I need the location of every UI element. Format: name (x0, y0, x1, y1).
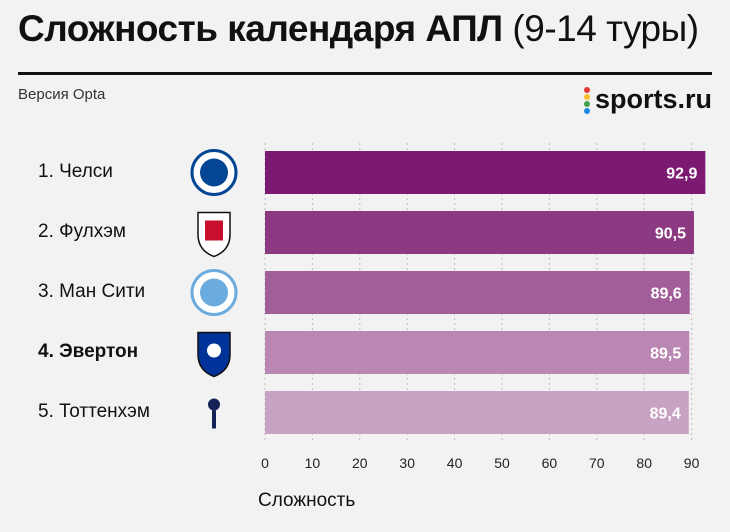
category-label: 5. Тоттенхэм (38, 401, 150, 422)
title-divider (18, 72, 712, 75)
category-label: 4. Эвертон (38, 341, 139, 362)
title-range: (9-14 туры) (512, 8, 699, 49)
x-tick-label: 80 (636, 455, 652, 471)
brand-dot (583, 107, 590, 114)
bar (265, 331, 690, 374)
bar (265, 271, 690, 314)
category-label: 1. Челси (38, 161, 113, 182)
x-tick-label: 0 (261, 455, 269, 471)
brand-dot (583, 100, 590, 107)
page-title: Сложность календаря АПЛ (9-14 туры) (18, 8, 699, 50)
everton-crest-detail (207, 343, 221, 358)
brand-dots-icon (582, 85, 592, 115)
brand-name: sports.ru (594, 84, 712, 114)
x-tick-label: 50 (494, 455, 510, 471)
brand-dot (583, 93, 590, 100)
title-main: Сложность календаря АПЛ (18, 8, 503, 49)
bar (265, 151, 706, 194)
x-tick-label: 10 (305, 455, 321, 471)
fulham-crest-detail (205, 220, 223, 241)
brand-logo: sports.ru (582, 84, 712, 115)
crest-inner (200, 278, 228, 307)
bar (265, 391, 689, 434)
crest-inner (200, 158, 228, 187)
bar (265, 211, 694, 254)
brand-dot (583, 86, 590, 93)
bar-value-label: 89,6 (651, 286, 682, 303)
subtitle: Версия Opta (18, 86, 106, 103)
category-label: 2. Фулхэм (38, 221, 126, 242)
x-tick-label: 90 (684, 455, 700, 471)
bar-value-label: 89,4 (650, 406, 681, 423)
x-axis-label: Сложность (258, 490, 355, 511)
bar-value-label: 89,5 (650, 346, 681, 363)
tottenham-crest-detail (212, 410, 216, 429)
bar-value-label: 90,5 (655, 226, 686, 243)
x-tick-label: 60 (542, 455, 558, 471)
category-label: 3. Ман Сити (38, 281, 146, 302)
x-tick-label: 20 (352, 455, 368, 471)
x-tick-label: 70 (589, 455, 605, 471)
tottenham-crest-icon (208, 398, 220, 411)
x-tick-label: 40 (447, 455, 463, 471)
x-tick-label: 30 (399, 455, 415, 471)
bar-value-label: 92,9 (666, 166, 697, 183)
